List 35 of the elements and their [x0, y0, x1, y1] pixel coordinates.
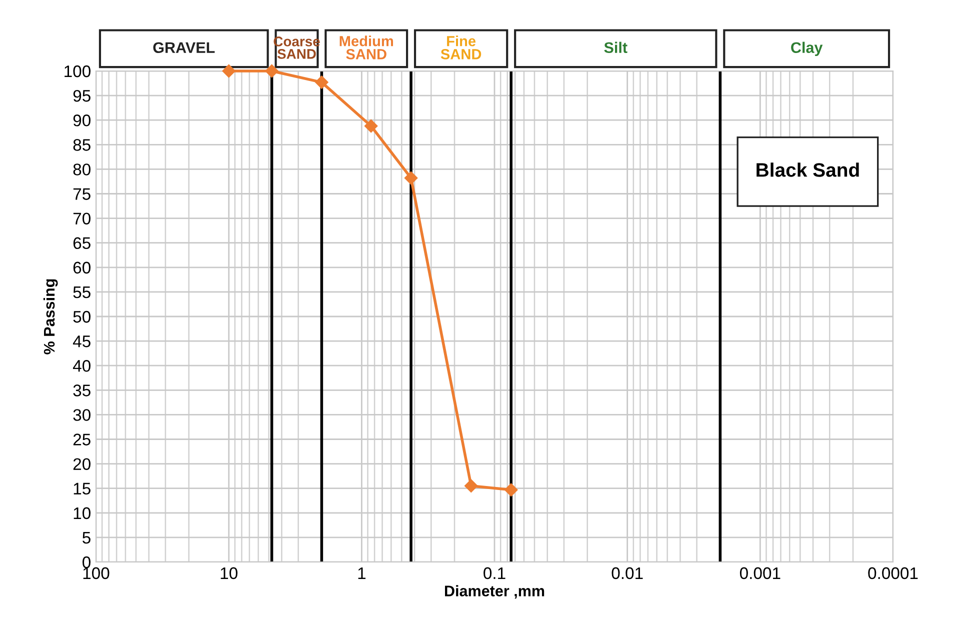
text: Silt	[604, 42, 628, 54]
y-tick-label: 75	[73, 188, 90, 200]
y-tick-label: 40	[72, 360, 90, 372]
y-tick-label: 90	[73, 114, 90, 126]
y-tick-label: 5	[82, 532, 90, 544]
annotation: Black Sand	[756, 162, 859, 177]
x-tick-label: 0.001	[740, 567, 780, 580]
y-tick-label: 60	[73, 262, 90, 274]
text: Clay	[791, 42, 823, 56]
x-tick-label: 1	[358, 567, 366, 579]
y-tick-label: 45	[72, 336, 90, 348]
y-tick-label: 30	[73, 409, 90, 421]
y-tick-label: 65	[73, 237, 90, 250]
y-tick-label: 10	[74, 507, 90, 520]
y-tick-label: 100	[64, 65, 90, 78]
x-tick-label: 0.0001	[868, 567, 918, 580]
x-tick-label: 0.1	[484, 567, 506, 580]
y-tick-label: 80	[73, 164, 90, 176]
x-tick-label: 0.01	[612, 567, 643, 580]
text: Medium SAND	[340, 36, 393, 60]
y-axis-title: % Passing	[43, 279, 58, 354]
y-tick-label: 50	[73, 310, 90, 323]
y-tick-label: 15	[74, 482, 90, 495]
x-tick-label: 10	[220, 567, 238, 580]
y-tick-label: 55	[73, 286, 90, 298]
y-tick-label: 95	[73, 90, 90, 102]
text: Fine SAND	[440, 36, 482, 60]
y-tick-label: 25	[73, 434, 90, 446]
y-tick-label: 70	[73, 212, 90, 225]
y-tick-label: 0	[82, 556, 90, 568]
x-axis-title: Diameter ,mm	[445, 585, 544, 599]
y-tick-label: 20	[73, 458, 90, 470]
y-tick-label: 35	[73, 384, 90, 396]
text: GRAVEL	[153, 42, 215, 54]
y-tick-label: 85	[73, 139, 90, 151]
